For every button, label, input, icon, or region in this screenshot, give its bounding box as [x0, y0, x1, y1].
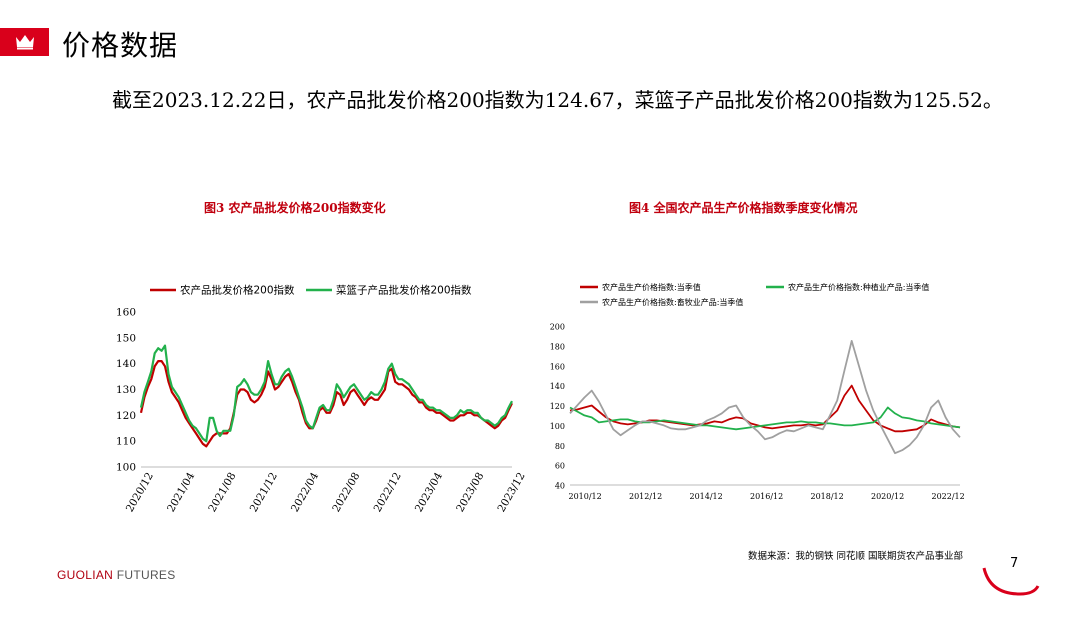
series-line-1	[569, 406, 961, 431]
title-accent-bar	[0, 28, 49, 56]
x-tick-label-1: 2021/04	[165, 470, 197, 514]
brand-sub: FUTURES	[116, 568, 176, 582]
x-tick-label-6: 2022/12	[372, 471, 404, 515]
x-tick-label-3: 2021/12	[248, 471, 280, 515]
y-tick-label-2: 120	[116, 410, 136, 422]
y-tick-label-3: 130	[116, 384, 136, 396]
page-title: 价格数据	[62, 29, 179, 62]
series-line-1	[139, 344, 513, 443]
data-source-note: 数据来源：我的钢铁 同花顺 国联期货农产品事业部	[748, 551, 964, 562]
y-tick-label-1: 110	[116, 436, 136, 448]
y-tick-label-6: 160	[550, 362, 565, 371]
chart-wholesale-price-index: 农产品批发价格200指数 菜篮子产品批发价格200指数 100 110 120 130 14…	[116, 284, 528, 515]
chart-producer-price-index: 农产品生产价格指数:当季值 农产品生产价格指数:种植业产品:当季值农产品生产价格指…	[550, 282, 965, 501]
y-tick-label-5: 140	[550, 382, 565, 391]
y-tick-label-5: 150	[116, 332, 136, 344]
x-tick-label-1: 2012/12	[629, 492, 662, 501]
y-tick-label-6: 160	[116, 307, 136, 319]
legend-label-0: 农产品批发价格200指数	[180, 284, 295, 297]
x-tick-label-2: 2014/12	[690, 492, 723, 501]
y-tick-label-1: 60	[555, 462, 565, 471]
x-tick-label-9: 2023/12	[495, 471, 527, 515]
y-tick-label-8: 200	[550, 323, 565, 332]
x-tick-label-0: 2010/12	[569, 492, 602, 501]
x-tick-label-4: 2022/04	[289, 470, 321, 514]
series-line-0	[569, 384, 961, 433]
series-line-2	[569, 340, 961, 455]
y-tick-label-7: 180	[550, 342, 565, 351]
legend-label-2: 农产品生产价格指数:畜牧业产品:当季值	[602, 297, 743, 307]
legend-label-1: 菜篮子产品批发价格200指数	[336, 284, 472, 297]
y-tick-label-2: 80	[555, 442, 565, 451]
series-line-0	[139, 359, 513, 448]
x-tick-label-0: 2020/12	[124, 471, 156, 515]
page-number: 7	[1010, 556, 1019, 571]
y-tick-label-3: 100	[550, 422, 565, 431]
page-number-arc-icon	[982, 567, 1040, 596]
x-tick-label-3: 2016/12	[750, 492, 783, 501]
x-tick-label-4: 2018/12	[811, 492, 844, 501]
x-tick-label-5: 2020/12	[871, 492, 904, 501]
x-tick-label-8: 2023/08	[454, 471, 486, 515]
x-tick-label-2: 2021/08	[206, 471, 238, 515]
x-tick-label-5: 2022/08	[330, 471, 362, 515]
brand-logo: GUOLIAN FUTURES	[57, 568, 176, 582]
brand-main: GUOLIAN	[57, 568, 114, 582]
x-tick-label-6: 2022/12	[932, 492, 965, 501]
y-tick-label-4: 140	[116, 358, 136, 370]
y-tick-label-4: 120	[550, 402, 565, 411]
y-tick-label-0: 100	[116, 462, 136, 474]
y-tick-label-0: 40	[555, 482, 565, 491]
legend-label-0: 农产品生产价格指数:当季值	[602, 282, 701, 292]
crown-icon	[16, 35, 34, 50]
figure3-title: 图3 农产品批发价格200指数变化	[204, 201, 386, 215]
intro-paragraph: 截至2023.12.22日，农产品批发价格200指数为124.67，菜篮子产品批…	[112, 88, 1003, 112]
legend-label-1: 农产品生产价格指数:种植业产品:当季值	[788, 282, 929, 292]
figure4-title: 图4 全国农产品生产价格指数季度变化情况	[629, 201, 858, 215]
x-tick-label-7: 2023/04	[413, 470, 445, 514]
